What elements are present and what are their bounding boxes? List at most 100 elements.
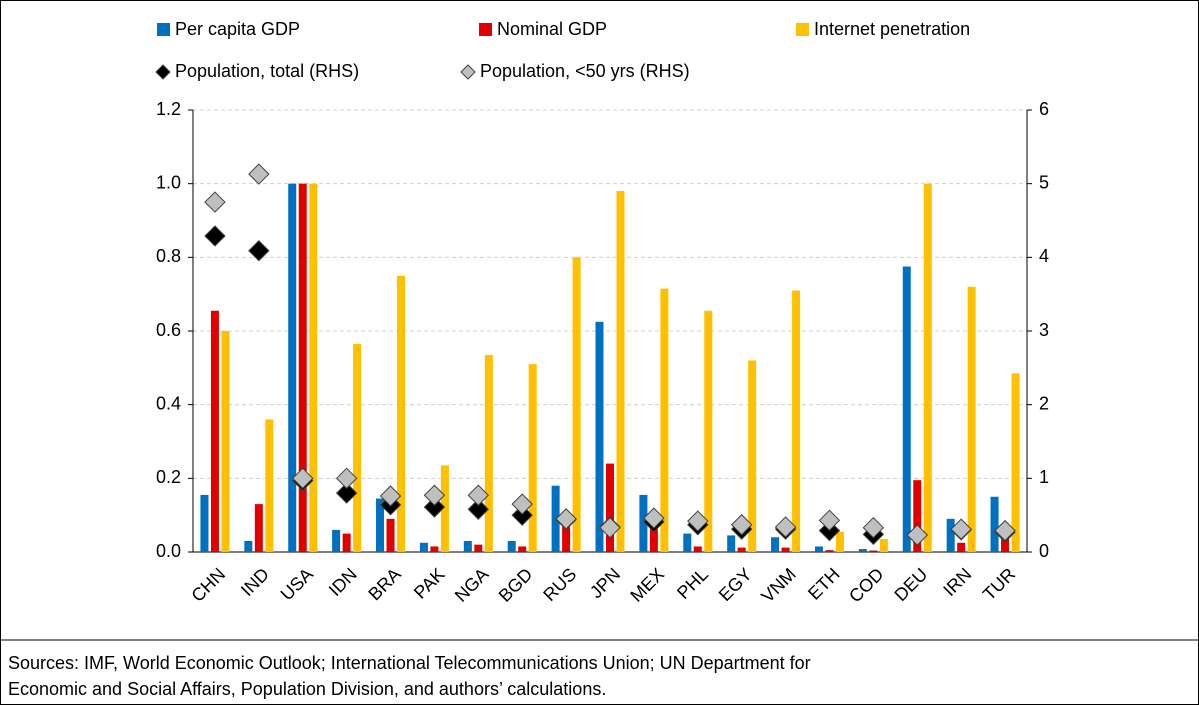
bar [562,515,571,552]
bar [923,183,932,552]
bar [616,191,625,553]
bar [397,275,406,552]
marker [335,467,358,490]
bar [430,546,439,552]
bar [704,310,713,552]
bar [660,288,669,552]
bar [639,494,648,552]
x-tick-label: IDN [325,564,361,600]
marker [423,484,446,506]
marker [862,516,885,539]
x-tick-label: PHL [673,564,712,603]
marker [687,510,709,532]
x-tick-label: IRN [939,564,975,600]
bar [595,321,604,552]
footnote: Economic and Social Affairs, Population … [8,679,606,699]
bar [528,364,537,552]
marker [818,509,841,532]
bar [484,354,493,552]
marker [950,518,972,540]
y-tick-label: 0.6 [156,320,181,340]
marker [292,467,314,490]
y2-tick-label: 5 [1039,172,1049,192]
y-tick-label: 0.0 [156,541,181,561]
marker [248,163,270,185]
x-tick-label: IND [237,564,273,600]
x-tick-label: VNM [757,564,799,606]
bar [342,533,351,552]
y2-tick-label: 0 [1039,541,1049,561]
bar [858,549,867,552]
bar [792,290,801,552]
marker [599,516,621,539]
y2-tick-label: 3 [1039,320,1049,340]
legend-label: Internet penetration [814,19,970,39]
y-tick-label: 0.4 [156,393,181,413]
x-tick-label: COD [845,564,887,606]
marker [511,493,533,515]
x-tick-label: ETH [804,564,844,604]
bar [814,546,823,552]
bar [693,546,702,552]
bar [1011,373,1020,552]
bar [990,496,999,552]
x-tick-label: CHN [187,564,229,606]
legend-swatch [155,64,171,80]
bar [463,540,472,552]
marker [555,508,577,530]
marker [204,225,226,247]
marker [335,482,358,504]
bar [771,537,780,552]
bar [507,540,516,552]
legend-label: Nominal GDP [497,19,607,39]
legend-swatch [796,23,809,36]
bar [386,518,395,552]
bar [879,539,888,552]
marker [511,504,533,526]
y-tick-label: 1.0 [156,172,181,192]
bar [913,480,922,552]
bar [967,286,976,552]
bar [419,542,428,552]
y2-tick-label: 4 [1039,246,1049,266]
y-tick-label: 0.8 [156,246,181,266]
x-tick-label: PAK [410,564,449,603]
x-tick-label: DEU [890,564,931,605]
marker [467,484,490,506]
bar [781,547,790,552]
marker [994,519,1016,542]
y-tick-label: 0.2 [156,467,181,487]
marker [643,507,665,529]
x-tick-label: EGY [715,564,756,605]
bar [353,343,362,552]
bar [957,542,966,552]
marker [204,191,226,213]
bar [288,183,297,552]
bar [902,266,911,552]
marker [774,516,797,538]
bar [221,331,230,552]
bar [606,463,614,552]
x-tick-label: NGA [451,564,493,606]
legend-label: Per capita GDP [175,19,300,39]
bar [683,533,692,552]
legend-label: Population, total (RHS) [175,61,359,81]
bar [572,257,581,552]
bar [825,550,834,552]
bar [474,544,483,552]
bar [298,183,307,552]
x-tick-label: RUS [539,564,580,605]
legend-swatch [460,64,476,80]
bar [332,529,341,552]
marker [467,498,490,520]
x-tick-label: USA [277,564,317,604]
bar [376,498,385,552]
bar [200,494,209,552]
marker [730,514,753,536]
y2-tick-label: 6 [1039,99,1049,119]
bar [835,531,844,552]
bar [649,518,658,552]
bar [869,550,878,552]
marker [423,496,446,518]
